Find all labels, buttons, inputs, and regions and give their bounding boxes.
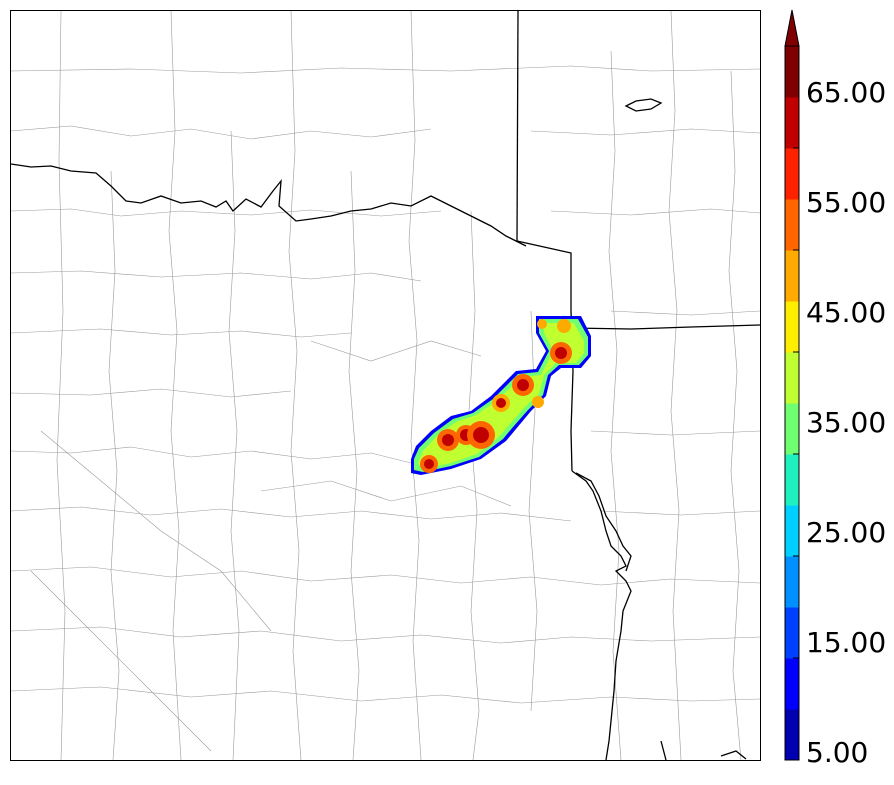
- colorbar-segment: [785, 301, 799, 353]
- colorbar-segment: [785, 658, 799, 710]
- colorbar-segment: [785, 250, 799, 302]
- colorbar-segment: [785, 556, 799, 608]
- colorbar-segment: [785, 352, 799, 404]
- colorbar-label-55: 55.00: [806, 186, 887, 219]
- storm-cores: [420, 319, 572, 473]
- colorbar-segment: [785, 454, 799, 506]
- state-boundaries: [11, 11, 760, 760]
- county-boundaries: [11, 11, 760, 760]
- reflectivity-echoes: [411, 316, 591, 475]
- colorbar-segment: [785, 148, 799, 200]
- radar-map[interactable]: [10, 10, 761, 761]
- colorbar-segment: [785, 505, 799, 557]
- colorbar-segment: [785, 709, 799, 761]
- colorbar-segment: [785, 46, 799, 98]
- colorbar-label-15: 15.00: [806, 626, 887, 659]
- colorbar-segment: [785, 403, 799, 455]
- colorbar-label-35: 35.00: [806, 406, 887, 439]
- colorbar-segment: [785, 97, 799, 149]
- colorbar-label-25: 25.00: [806, 516, 887, 549]
- map-canvas: [11, 11, 760, 760]
- colorbar: [784, 9, 800, 761]
- colorbar-label-45: 45.00: [806, 296, 887, 329]
- colorbar-frame: [784, 45, 800, 761]
- colorbar-segment: [785, 199, 799, 251]
- colorbar-label-65: 65.00: [806, 76, 887, 109]
- colorbar-segment: [785, 607, 799, 659]
- colorbar-extend-arrow: [784, 9, 800, 47]
- colorbar-label-5: 5.00: [806, 736, 869, 769]
